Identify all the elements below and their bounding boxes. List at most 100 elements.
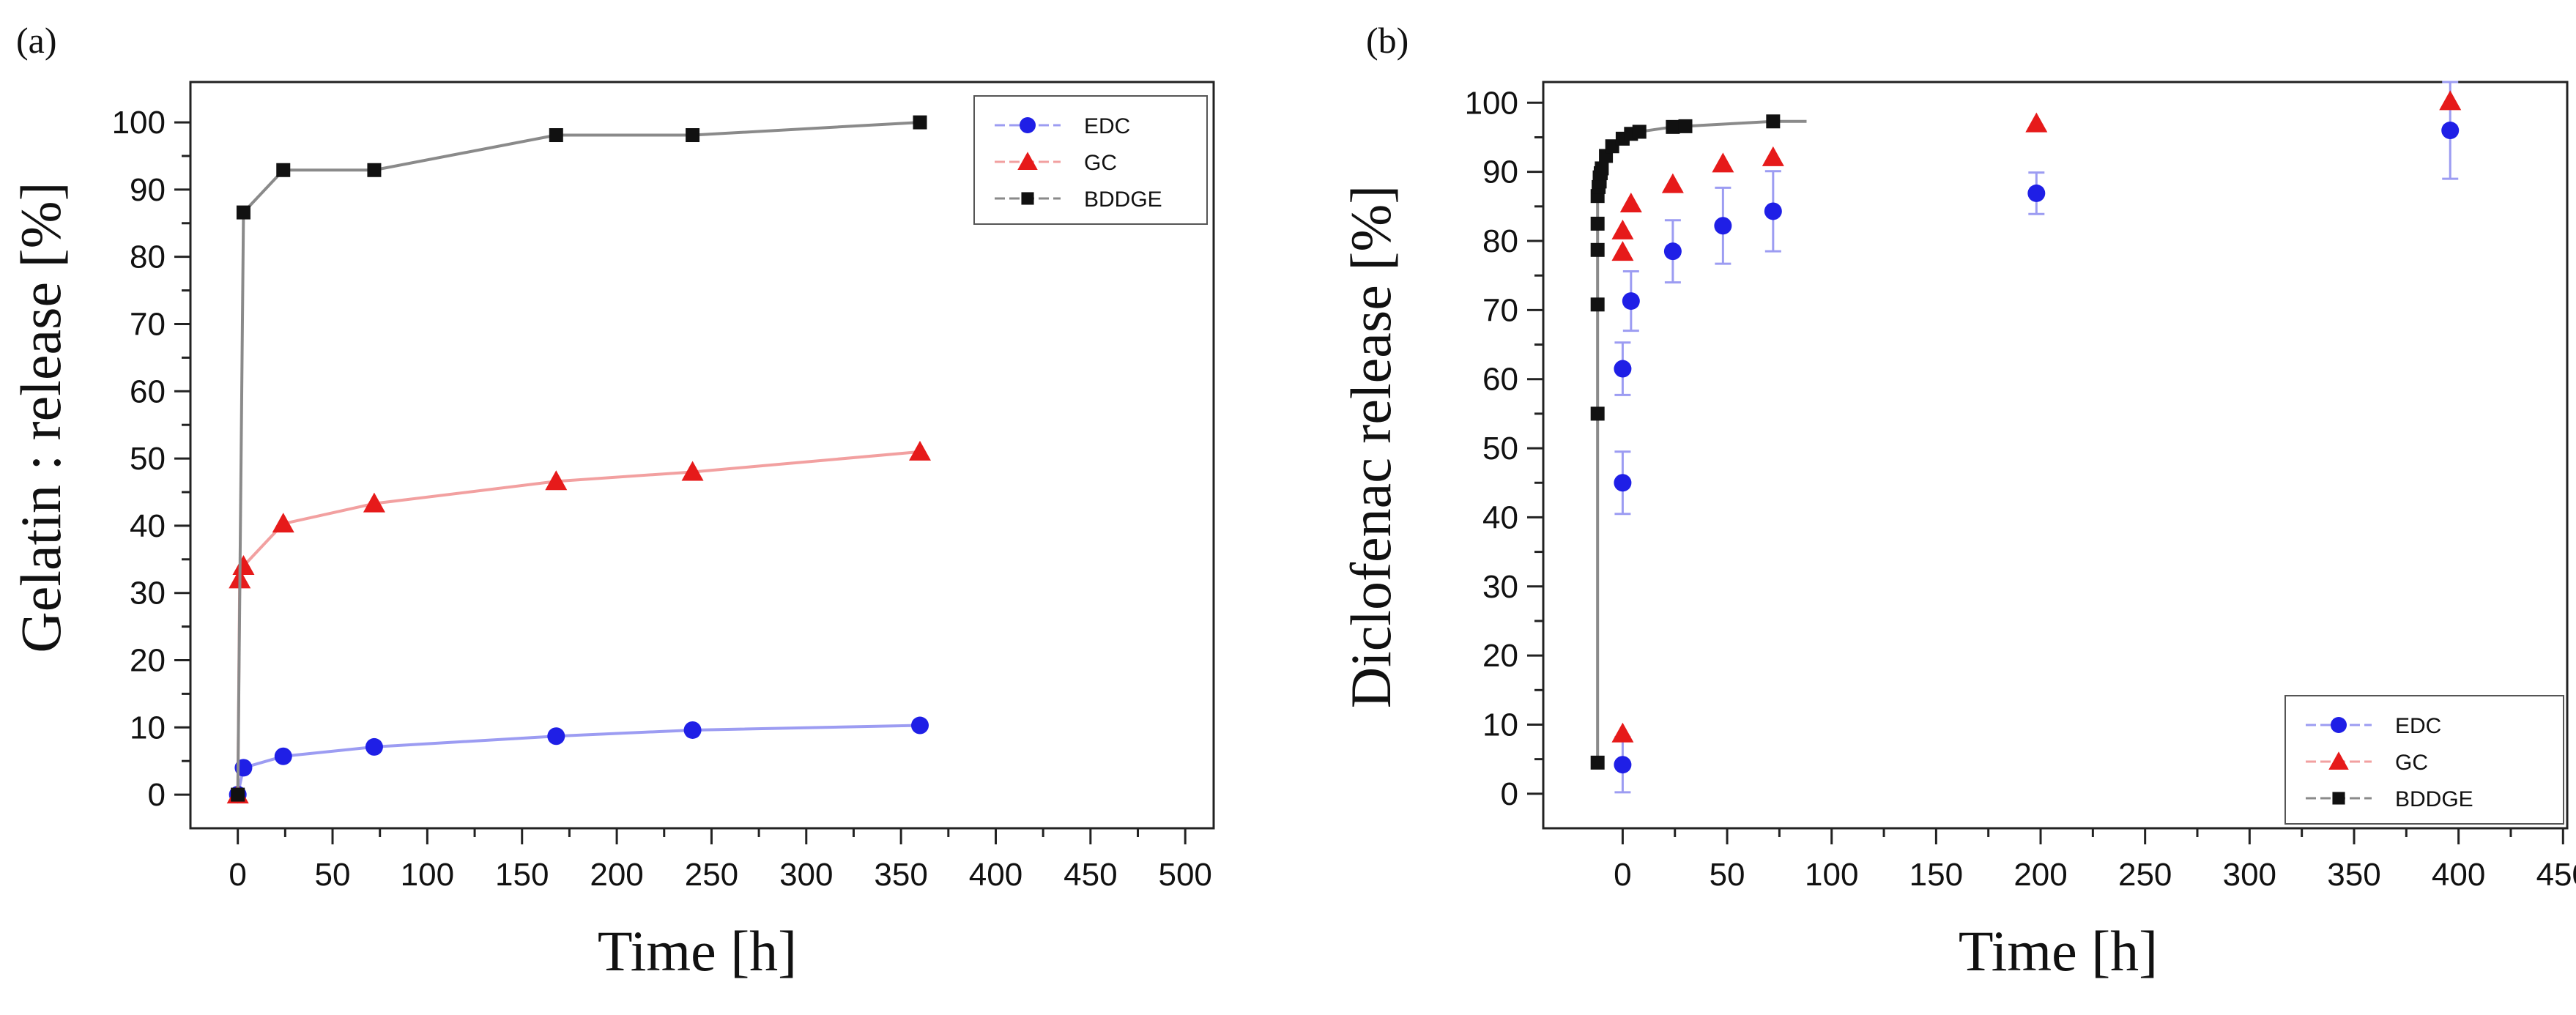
- data-point-bddge: [1632, 124, 1647, 139]
- panel-b-legend: EDC GC BDDGE: [2284, 695, 2564, 825]
- panel-a-plot-area: [226, 115, 932, 804]
- data-point-edc: [2441, 122, 2460, 140]
- data-point-edc: [1614, 756, 1632, 774]
- data-point-bddge: [1678, 119, 1693, 133]
- y-tick-label: 80: [130, 239, 166, 275]
- data-point-bddge: [1666, 119, 1680, 134]
- x-tick-label: 0: [229, 857, 246, 893]
- x-tick-label: 350: [874, 857, 927, 893]
- legend-box: [2284, 695, 2564, 825]
- y-tick-label: 100: [1465, 85, 1518, 121]
- series-bddge: [1590, 114, 1807, 770]
- data-point-bddge: [1605, 139, 1619, 154]
- y-tick-label: 50: [1482, 431, 1518, 466]
- x-tick-label: 400: [2432, 857, 2485, 893]
- panel-b: (b) Diclofenac release [%] Time [h] 0 50 1…: [1339, 20, 2576, 983]
- data-point-bddge: [1590, 406, 1605, 421]
- legend-marker-bddge: [2332, 792, 2345, 805]
- x-tick-label: 200: [2013, 857, 2067, 893]
- series-edc: [1614, 81, 2460, 794]
- x-tick-label: 150: [495, 857, 549, 893]
- panel-b-label: (b): [1366, 20, 1408, 61]
- panel-a: (a) Gelatin : release [%] Time [h] 0 50 10…: [9, 20, 1215, 983]
- data-point-edc: [547, 727, 565, 746]
- panel-a-x-axis-label: Time [h]: [598, 919, 797, 983]
- legend-label-edc: EDC: [2395, 714, 2441, 738]
- series-gc: [226, 440, 932, 804]
- data-point-gc: [2439, 90, 2462, 111]
- legend-marker-gc: [2328, 751, 2349, 770]
- legend-marker-edc: [2331, 717, 2347, 733]
- series-line-edc: [236, 724, 921, 795]
- data-point-gc: [1611, 722, 1634, 743]
- legend-label-gc: GC: [2395, 751, 2428, 775]
- legend-label-bddge: BDDGE: [1084, 187, 1162, 212]
- data-point-gc: [2025, 112, 2048, 133]
- data-point-edc: [683, 721, 702, 739]
- data-point-gc: [545, 470, 568, 491]
- data-point-edc: [2027, 184, 2046, 202]
- y-tick-label: 0: [1501, 776, 1518, 812]
- data-point-gc: [1762, 146, 1784, 166]
- legend-marker-bddge: [1021, 192, 1034, 205]
- panel-a-axes: 0 50 100 150 200 250 300 350 400 450 500 0 10 20 30 40 5…: [112, 81, 1215, 893]
- y-tick-label: 30: [130, 576, 166, 611]
- panel-b-plot-area: [1590, 81, 2462, 794]
- x-tick-label: 400: [969, 857, 1022, 893]
- series-gc: [1611, 90, 2462, 743]
- y-tick-label: 60: [130, 373, 166, 409]
- y-tick-label: 30: [1482, 569, 1518, 605]
- data-point-edc: [1622, 292, 1640, 311]
- y-tick-label: 40: [1482, 499, 1518, 535]
- panel-b-axes: 0 50 100 150 200 250 300 350 400 450 0 10 20 30 40 50 60…: [1465, 81, 2576, 893]
- legend-label-edc: EDC: [1084, 114, 1130, 138]
- data-point-gc: [909, 440, 932, 461]
- legend-label-gc: GC: [1084, 151, 1117, 175]
- y-tick-label: 40: [130, 508, 166, 544]
- x-tick-label: 50: [315, 857, 351, 893]
- legend-box: [973, 95, 1208, 225]
- data-point-edc: [1714, 217, 1732, 235]
- data-point-edc: [911, 716, 929, 735]
- legend-marker-gc: [1017, 152, 1038, 170]
- data-point-edc: [1614, 474, 1632, 492]
- x-tick-label: 100: [1805, 857, 1858, 893]
- x-tick-label: 450: [1064, 857, 1117, 893]
- legend-label-bddge: BDDGE: [2395, 787, 2473, 811]
- y-tick-label: 80: [1482, 223, 1518, 259]
- y-tick-label: 20: [1482, 638, 1518, 674]
- data-point-bddge: [549, 128, 563, 143]
- series-bddge: [231, 115, 927, 802]
- y-tick-label: 100: [112, 105, 166, 141]
- x-tick-label: 150: [1909, 857, 1963, 893]
- x-tick-label: 250: [685, 857, 738, 893]
- series-line-gc: [236, 450, 921, 795]
- data-point-edc: [1614, 360, 1632, 378]
- y-tick-label: 20: [130, 642, 166, 678]
- data-point-bddge: [236, 205, 250, 220]
- x-tick-label: 250: [2118, 857, 2172, 893]
- data-point-bddge: [913, 115, 927, 130]
- data-point-gc: [1611, 219, 1634, 239]
- y-tick-label: 70: [130, 306, 166, 342]
- data-point-gc: [1611, 241, 1634, 261]
- y-tick-label: 90: [130, 172, 166, 208]
- data-point-edc: [365, 737, 383, 756]
- panel-a-label: (a): [16, 20, 57, 61]
- data-point-bddge: [367, 163, 382, 177]
- legend-marker-edc: [1020, 117, 1036, 133]
- data-point-bddge: [231, 787, 245, 802]
- panel-b-x-axis-label: Time [h]: [1959, 919, 2158, 983]
- data-point-bddge: [1590, 216, 1605, 231]
- data-point-bddge: [1595, 161, 1609, 176]
- data-point-bddge: [1590, 755, 1605, 770]
- data-point-bddge: [1766, 114, 1781, 129]
- x-tick-label: 300: [2223, 857, 2276, 893]
- data-point-edc: [1764, 202, 1782, 220]
- x-tick-label: 500: [1158, 857, 1211, 893]
- y-tick-label: 90: [1482, 155, 1518, 190]
- data-point-gc: [1619, 193, 1642, 213]
- data-point-gc: [272, 513, 294, 533]
- x-tick-label: 0: [1614, 857, 1631, 893]
- data-point-edc: [274, 747, 292, 765]
